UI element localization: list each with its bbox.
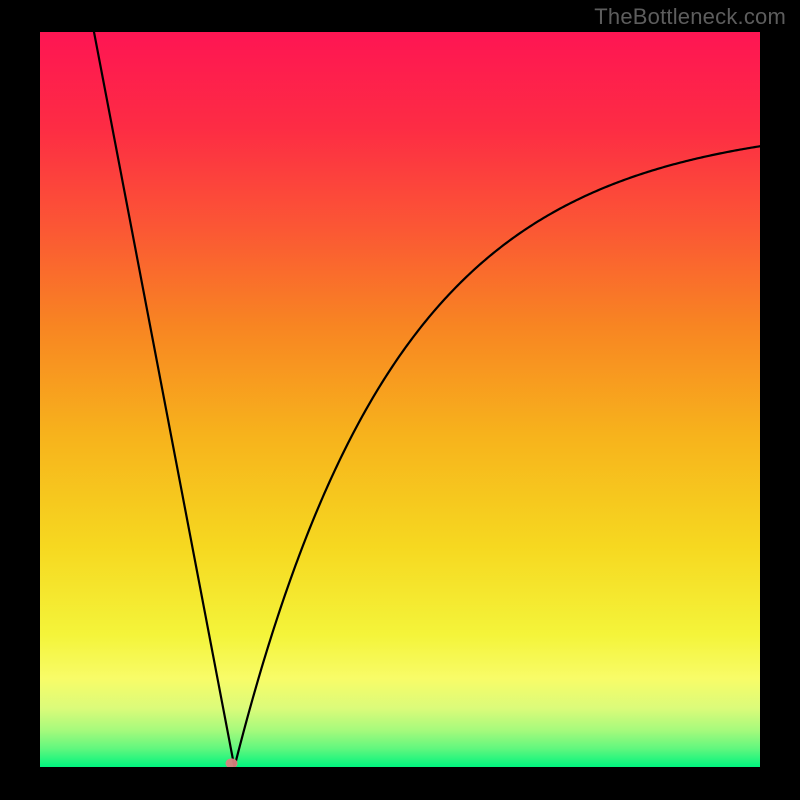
chart-frame: TheBottleneck.com — [0, 0, 800, 800]
bottleneck-chart — [0, 0, 800, 800]
watermark-text: TheBottleneck.com — [594, 4, 786, 30]
plot-background — [40, 32, 760, 767]
optimum-marker — [226, 758, 238, 768]
